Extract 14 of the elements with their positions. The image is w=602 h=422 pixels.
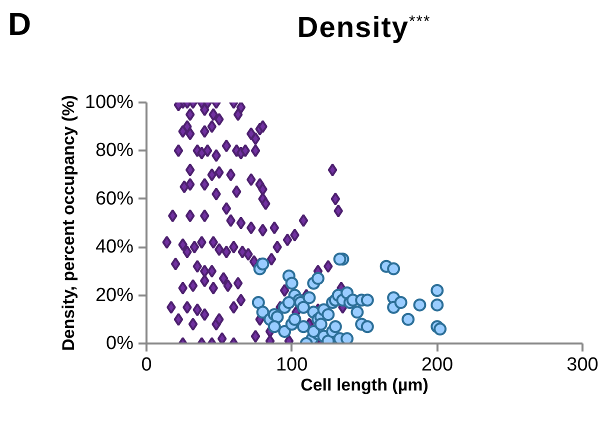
text: D <box>8 5 32 44</box>
y-tick-label: 40% <box>95 236 134 258</box>
x-tick-label: 200 <box>421 354 454 376</box>
y-tick-label: 60% <box>95 188 134 210</box>
chart-title: Density$^{***}$ <box>297 11 431 46</box>
y-tick-label: 0% <box>106 333 134 354</box>
y-tick-label: 80% <box>95 140 134 162</box>
x-tick-label: 300 <box>566 354 598 376</box>
x-tick-label: 0 <box>141 354 152 376</box>
y-axis-title: Density, percent occupancy (%) <box>58 95 78 351</box>
x-axis-title: Cell length (µm) <box>300 376 428 394</box>
x-tick-label: 100 <box>276 354 308 376</box>
y-tick-label: 20% <box>95 284 134 306</box>
y-tick-label: 100% <box>84 92 134 113</box>
